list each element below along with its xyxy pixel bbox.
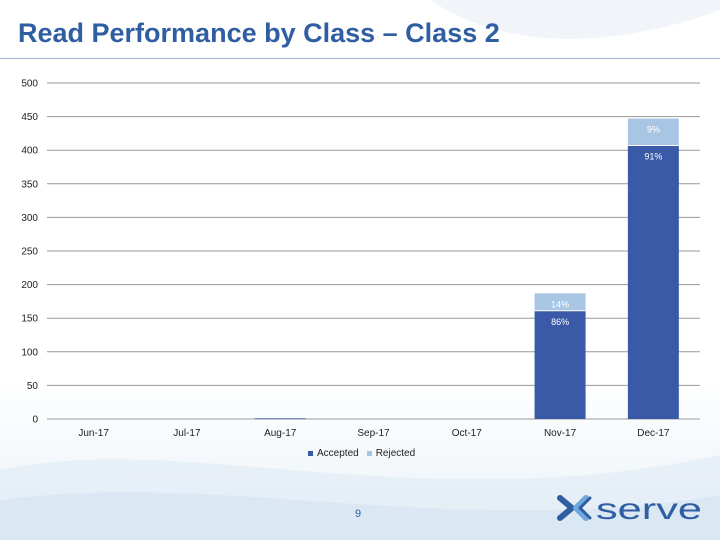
slide-title: Read Performance by Class – Class 2 (18, 18, 500, 48)
bar-accepted (254, 418, 306, 420)
xoserve-logo: serve (557, 493, 702, 526)
x-tick-label: Oct-17 (452, 428, 482, 439)
chart-legend: Accepted Rejected (308, 448, 415, 459)
y-tick-label: 400 (21, 146, 38, 157)
y-tick-label: 200 (21, 280, 38, 291)
legend-swatch-accepted (308, 451, 313, 456)
x-tick-label: Nov-17 (544, 428, 577, 439)
y-tick-label: 150 (21, 314, 38, 325)
stacked-bar-chart: 0 50 100 150 200 250 300 350 400 450 500 Jun-17 Jul-… (21, 79, 700, 439)
legend-item-rejected: Rejected (366, 448, 416, 459)
y-tick-label: 0 (32, 415, 38, 426)
data-label: 86% (551, 317, 569, 327)
legend-label-rejected: Rejected (375, 448, 416, 459)
x-tick-label: Aug-17 (264, 428, 297, 439)
data-label: 91% (644, 151, 662, 161)
x-tick-label: Jun-17 (78, 428, 109, 439)
legend-swatch-rejected (366, 451, 372, 456)
legend-item-accepted: Accepted (308, 448, 359, 459)
legend-label-accepted: Accepted (317, 448, 359, 459)
y-tick-label: 350 (21, 179, 38, 190)
title-divider (0, 58, 720, 59)
data-label: 9% (647, 125, 660, 135)
bar-rejected (534, 293, 586, 311)
y-tick-label: 300 (21, 213, 38, 224)
y-tick-label: 450 (21, 112, 38, 123)
x-tick-label: Jul-17 (173, 428, 201, 439)
page-number: 9 (355, 508, 362, 520)
bar-rejected (627, 118, 679, 146)
y-tick-label: 50 (27, 381, 39, 392)
bar-accepted (627, 145, 679, 419)
x-tick-label: Dec-17 (637, 428, 670, 439)
y-tick-label: 250 (21, 247, 38, 258)
data-label: 14% (551, 299, 569, 309)
bar-accepted (534, 310, 586, 419)
svg-text:serve: serve (596, 493, 702, 526)
y-tick-label: 100 (21, 347, 38, 358)
x-tick-label: Sep-17 (357, 428, 390, 439)
y-tick-label: 500 (21, 79, 38, 90)
